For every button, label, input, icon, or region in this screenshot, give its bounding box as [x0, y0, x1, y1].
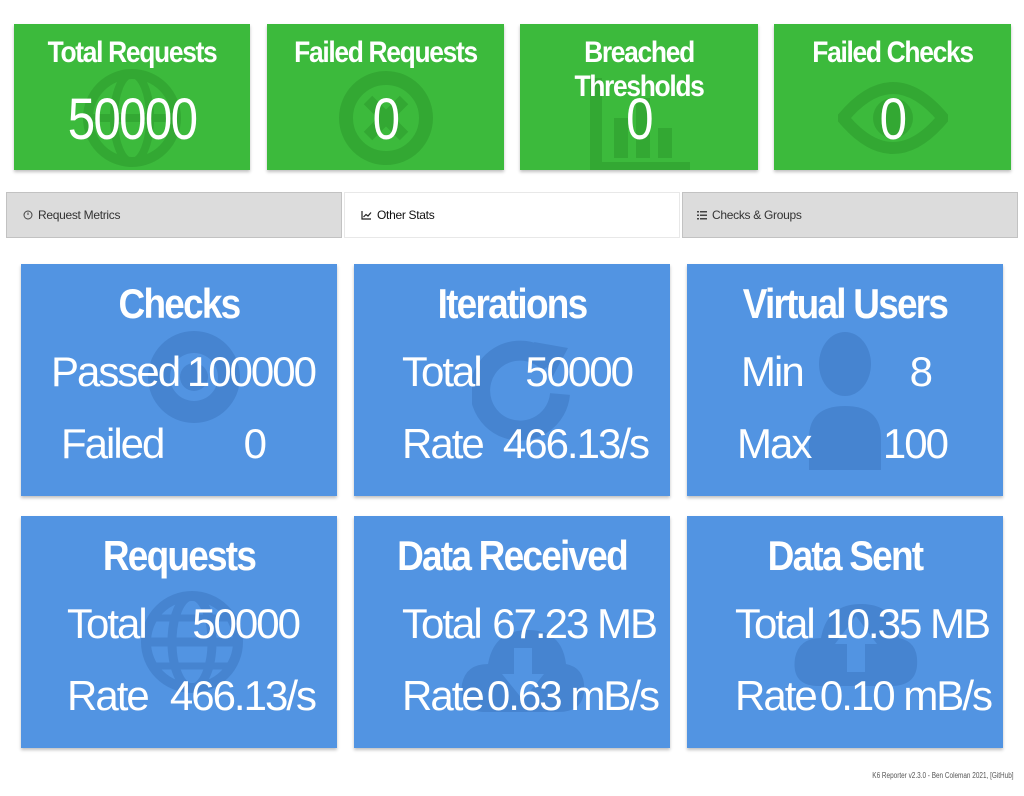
globe-icon	[141, 591, 243, 693]
cloud-download-icon	[461, 630, 585, 712]
refresh-icon	[472, 340, 570, 441]
row-label: Rate	[735, 672, 818, 719]
row-label: Rate	[402, 672, 485, 719]
card-title: Requests	[102, 532, 257, 579]
row-value: 466.13/s	[169, 672, 317, 719]
user-icon	[809, 332, 881, 470]
summary-card-failed-checks: Failed Checks 0	[774, 24, 1011, 170]
card-requests: Requests Total 50000 Rate 466.13/s	[21, 516, 337, 748]
card-iterations: Iterations Total 50000 Rate 466.13/s	[354, 264, 670, 496]
summary-title: Breached Thresholds	[574, 36, 704, 103]
clock-icon	[23, 194, 33, 238]
row-value: 0.10 mB/s	[819, 672, 993, 719]
card-virtual-users: Virtual Users Min 8 Max 100	[687, 264, 1003, 496]
tab-label: Checks & Groups	[712, 208, 802, 222]
summary-title: Total Requests	[47, 36, 218, 69]
row-value: 50000	[192, 600, 301, 647]
row-value: 466.13/s	[502, 420, 650, 467]
summary-card-total-requests: Total Requests 50000	[14, 24, 250, 170]
tab-label: Other Stats	[377, 208, 435, 222]
x-circle-icon	[338, 71, 433, 165]
card-data-sent: Data Sent Total 10.35 MB Rate 0.10 mB/s	[687, 516, 1003, 748]
cloud-upload-icon	[794, 604, 918, 686]
card-title: Iterations	[437, 280, 589, 327]
row-label: Min	[741, 348, 805, 395]
row-value: 10.35 MB	[825, 600, 991, 647]
row-label: Rate	[402, 420, 485, 467]
footer-credit[interactable]: K6 Reporter v2.3.0 - Ben Coleman 2021, […	[872, 771, 1014, 780]
row-label: Total	[402, 348, 483, 395]
card-checks: Checks Passed 100000 Failed 0	[21, 264, 337, 496]
summary-value: 0	[372, 87, 400, 152]
row-label: Passed	[51, 348, 181, 395]
row-value: 100	[882, 420, 949, 467]
row-label: Total	[735, 600, 816, 647]
summary-card-failed-requests: Failed Requests 0	[267, 24, 504, 170]
row-value: 50000	[525, 348, 634, 395]
summary-value: 0	[626, 87, 653, 152]
row-value: 100000	[186, 348, 317, 395]
tab-request-metrics[interactable]: Request Metrics	[6, 192, 342, 238]
summary-title: Failed Checks	[812, 36, 974, 69]
row-value: 8	[909, 348, 933, 395]
globe-icon	[83, 69, 181, 167]
tab-checks-groups[interactable]: Checks & Groups	[682, 192, 1018, 238]
summary-title: Failed Requests	[294, 36, 478, 69]
row-label: Total	[402, 600, 483, 647]
row-value: 67.23 MB	[492, 600, 658, 647]
summary-card-breached-thresholds: Breached Thresholds 0	[520, 24, 758, 170]
tab-other-stats[interactable]: Other Stats	[344, 192, 680, 238]
chart-icon	[361, 194, 372, 238]
list-icon	[697, 194, 707, 238]
row-label: Failed	[61, 420, 165, 467]
row-value: 0.63 mB/s	[486, 672, 660, 719]
card-title: Checks	[118, 280, 242, 327]
card-title: Virtual Users	[742, 280, 949, 327]
row-label: Total	[67, 600, 148, 647]
bar-chart-icon	[590, 78, 690, 170]
row-value: 0	[243, 420, 267, 467]
eye-icon	[837, 82, 948, 154]
summary-value: 50000	[67, 87, 198, 152]
row-label: Rate	[67, 672, 150, 719]
row-label: Max	[737, 420, 812, 467]
card-data-received: Data Received Total 67.23 MB Rate 0.63 m…	[354, 516, 670, 748]
eye-icon	[148, 331, 240, 423]
tab-label: Request Metrics	[38, 208, 121, 222]
card-title: Data Received	[397, 532, 629, 579]
summary-value: 0	[879, 87, 907, 152]
card-title: Data Sent	[767, 532, 924, 579]
